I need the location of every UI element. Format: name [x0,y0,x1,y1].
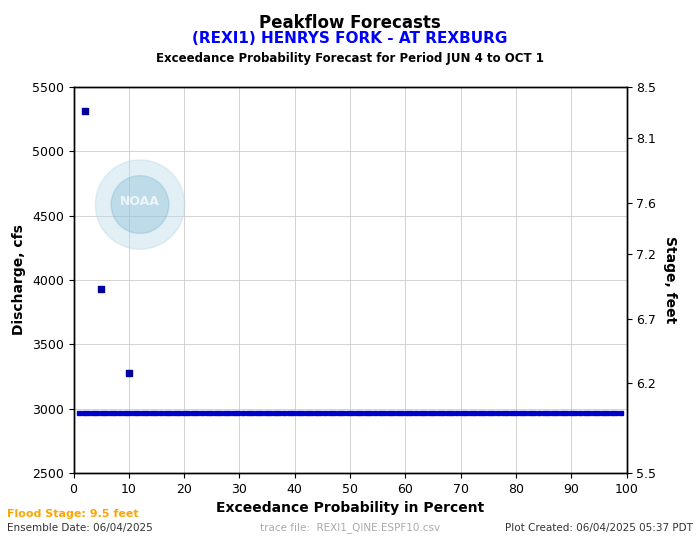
Y-axis label: Discharge, cfs: Discharge, cfs [12,225,26,335]
Point [79,107,90,116]
Y-axis label: Stage, feet: Stage, feet [663,236,677,324]
Point [123,368,134,377]
X-axis label: Exceedance Probability in Percent: Exceedance Probability in Percent [216,501,484,515]
Text: Exceedance Probability Forecast for Period JUN 4 to OCT 1: Exceedance Probability Forecast for Peri… [156,52,544,65]
Text: NOAA: NOAA [120,195,160,208]
Text: Plot Created: 06/04/2025 05:37 PDT: Plot Created: 06/04/2025 05:37 PDT [505,523,693,533]
Text: trace file:  REXI1_QINE.ESPF10.csv: trace file: REXI1_QINE.ESPF10.csv [260,522,440,533]
Text: Ensemble Date: 06/04/2025: Ensemble Date: 06/04/2025 [7,523,153,533]
Text: (REXI1) HENRYS FORK - AT REXBURG: (REXI1) HENRYS FORK - AT REXBURG [193,31,508,46]
Circle shape [111,176,169,234]
Point [95,284,107,293]
Text: Peakflow Forecasts: Peakflow Forecasts [259,14,441,32]
Circle shape [95,160,185,249]
Text: Flood Stage: 9.5 feet: Flood Stage: 9.5 feet [7,509,139,519]
